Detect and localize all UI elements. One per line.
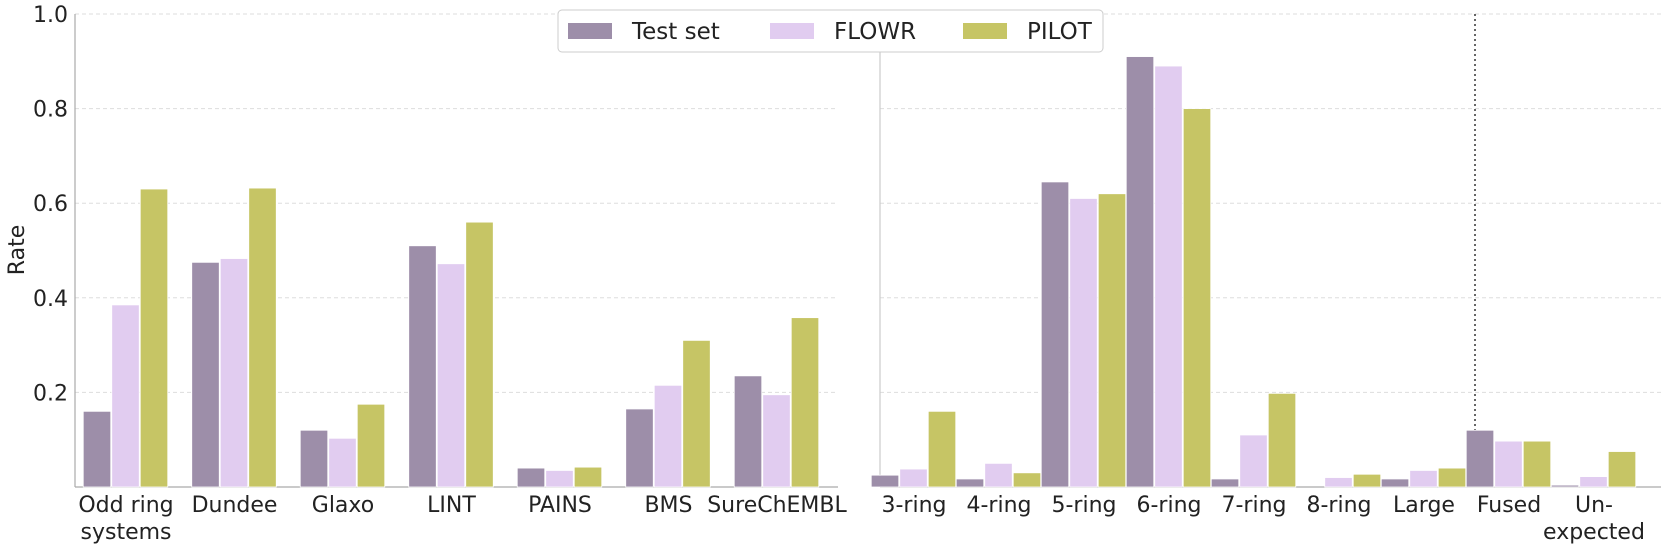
x-tick-label: expected	[1543, 520, 1645, 545]
bar	[1097, 193, 1127, 488]
bar	[248, 187, 277, 488]
bar	[545, 470, 574, 488]
bar	[1522, 440, 1552, 488]
x-tick-label: 7-ring	[1221, 493, 1286, 518]
bar	[1012, 472, 1042, 488]
bar	[927, 410, 957, 488]
legend-swatch	[770, 23, 814, 39]
bar	[408, 245, 437, 488]
bar	[191, 261, 220, 488]
legend-label: PILOT	[1027, 19, 1093, 45]
x-tick-label: Glaxo	[312, 493, 374, 518]
bar	[1267, 392, 1297, 488]
bar	[1069, 198, 1098, 488]
x-tick-label: BMS	[644, 493, 692, 518]
y-tick-label: 1.0	[33, 3, 68, 28]
bar	[573, 466, 603, 488]
bars	[82, 56, 1637, 488]
x-tick-label: 4-ring	[966, 493, 1031, 518]
bar	[1324, 477, 1353, 488]
bar	[653, 384, 683, 488]
bar	[1437, 467, 1467, 488]
legend-box	[557, 9, 1104, 53]
bar	[984, 462, 1013, 488]
axes	[74, 14, 1661, 488]
bar	[625, 408, 654, 488]
bar	[870, 474, 900, 488]
bar	[465, 221, 494, 488]
legend-label: FLOWR	[834, 19, 916, 45]
x-tick-label: PAINS	[528, 493, 592, 518]
x-tick-label: Un-	[1575, 493, 1613, 518]
bar	[111, 304, 140, 488]
bar	[899, 468, 928, 488]
bar	[82, 410, 112, 488]
bar	[1040, 181, 1070, 488]
bar	[139, 188, 169, 488]
y-tick-label: 0.2	[33, 381, 68, 406]
bar	[1465, 429, 1495, 488]
bar	[1182, 108, 1212, 488]
x-tick-label: 5-ring	[1051, 493, 1116, 518]
x-tick-label: 6-ring	[1136, 493, 1201, 518]
bar	[1494, 440, 1523, 488]
y-tick-label: 0.8	[33, 98, 68, 123]
bar	[790, 317, 820, 488]
legend-label: Test set	[631, 19, 720, 45]
bar	[436, 263, 466, 488]
legend-swatch	[963, 23, 1007, 39]
y-tick-label: 0.6	[33, 192, 68, 217]
bar	[1210, 478, 1240, 488]
bar	[299, 429, 329, 488]
x-tick-label: Odd ring	[78, 493, 173, 518]
bar	[328, 437, 357, 488]
x-tick-label: Large	[1393, 493, 1455, 518]
bar	[1154, 65, 1183, 488]
legend: Test set FLOWR PILOT	[557, 9, 1104, 53]
x-tick-label: systems	[81, 520, 172, 545]
x-tick-label: 3-ring	[881, 493, 946, 518]
gridlines	[75, 13, 1661, 393]
x-tick-label: LINT	[427, 493, 476, 518]
bar	[1125, 56, 1155, 488]
bar	[1239, 434, 1268, 488]
bar	[1352, 473, 1382, 488]
y-axis-label: Rate	[5, 225, 30, 275]
bar	[356, 403, 386, 488]
y-tick-label: 0.4	[33, 287, 68, 312]
bar	[1607, 451, 1637, 488]
bar	[516, 467, 546, 488]
bar	[1380, 478, 1410, 488]
x-tick-label: SureChEMBL	[707, 493, 847, 518]
bar	[1409, 470, 1438, 488]
bar	[1579, 476, 1608, 488]
bar	[219, 258, 249, 488]
bar	[762, 394, 791, 488]
x-tick-label: 8-ring	[1306, 493, 1371, 518]
bar	[682, 339, 711, 488]
bar	[955, 478, 985, 488]
x-tick-label: Fused	[1477, 493, 1541, 518]
legend-swatch	[568, 23, 612, 39]
bar	[1550, 484, 1580, 488]
bar	[733, 375, 763, 488]
x-tick-label: Dundee	[192, 493, 278, 518]
